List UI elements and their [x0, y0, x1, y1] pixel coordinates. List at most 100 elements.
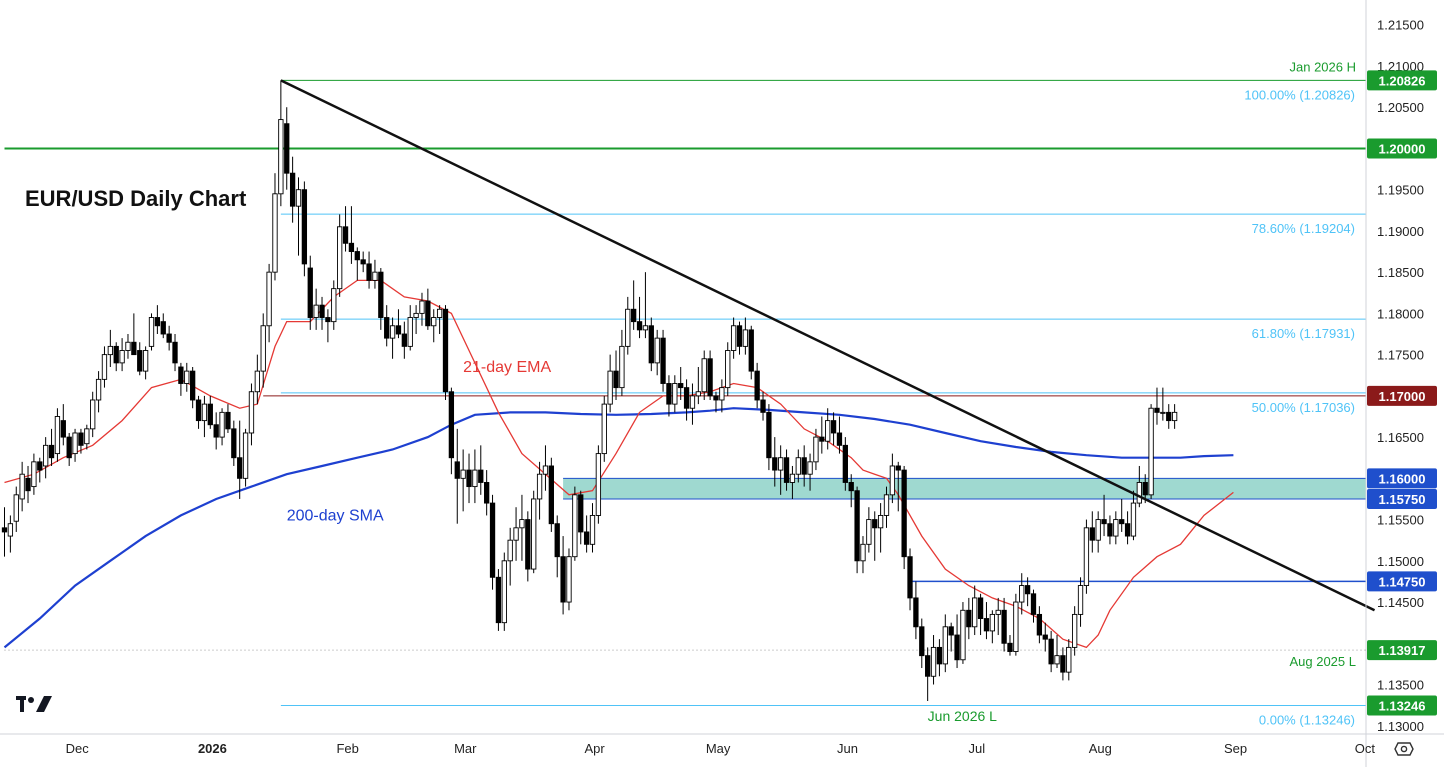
candle — [654, 329, 660, 376]
candle-body — [107, 345, 113, 356]
candle — [407, 305, 413, 351]
candle — [601, 395, 607, 462]
price-tag-bg — [1367, 138, 1437, 159]
candle-body — [119, 350, 125, 364]
candle-body — [972, 597, 978, 628]
price-tag-label: 1.14750 — [1379, 574, 1426, 589]
candle — [713, 391, 719, 413]
candle-body — [278, 119, 284, 195]
candle — [613, 350, 619, 400]
candle — [1101, 494, 1107, 537]
candle — [1113, 511, 1119, 545]
candle — [60, 404, 66, 446]
candle-body — [766, 411, 772, 459]
candle-body — [460, 469, 466, 479]
candle — [972, 585, 978, 636]
candle — [254, 354, 260, 405]
candle — [178, 362, 184, 396]
candle-body — [325, 317, 331, 323]
candle-body — [825, 420, 831, 442]
candle — [360, 251, 366, 273]
candle — [742, 317, 749, 355]
candle — [783, 449, 790, 491]
axis-settings-gear-icon[interactable] — [1394, 742, 1414, 756]
candle-body — [948, 626, 954, 636]
candle-body — [772, 457, 778, 471]
candle-body — [695, 391, 701, 397]
candle — [642, 272, 649, 339]
fib-label: 50.00% (1.17036) — [1252, 400, 1355, 415]
price-tag-bg — [1367, 488, 1437, 509]
candle — [19, 461, 25, 512]
candle-body — [801, 457, 807, 475]
candle — [701, 350, 707, 400]
candle — [495, 569, 502, 631]
candle-body — [719, 387, 725, 401]
candle — [72, 428, 78, 462]
candle-body — [583, 531, 590, 545]
candle — [754, 362, 760, 409]
trendline — [280, 79, 1376, 612]
candle-body — [284, 123, 290, 174]
candle — [930, 635, 937, 685]
candle-body — [1060, 655, 1066, 673]
candle — [1089, 511, 1095, 553]
candle — [1107, 515, 1113, 545]
candle — [460, 449, 466, 512]
candle — [1007, 635, 1013, 656]
candle-body — [919, 626, 925, 657]
candle — [401, 321, 407, 359]
candle — [25, 465, 31, 504]
candle — [442, 305, 449, 400]
candle-body — [725, 350, 731, 389]
candle — [536, 461, 543, 520]
candle-body — [331, 288, 337, 323]
candle-body — [848, 482, 854, 492]
candle-body — [489, 502, 496, 578]
price-tag-label: 1.16000 — [1379, 471, 1426, 486]
candle — [1148, 404, 1154, 499]
candle-body — [1024, 585, 1031, 595]
candle — [7, 515, 14, 553]
candle-body — [1066, 646, 1072, 673]
candle — [1130, 490, 1137, 541]
candle-body — [813, 436, 819, 463]
candle-body — [154, 317, 161, 327]
candle-body — [66, 436, 72, 459]
candle-body — [872, 519, 878, 529]
candle-body — [260, 325, 266, 372]
candle — [825, 408, 831, 450]
candle — [207, 395, 213, 429]
candle — [954, 614, 960, 669]
x-tick-label: 2026 — [198, 741, 227, 756]
price-tag-bg — [1367, 640, 1437, 661]
candle — [472, 449, 478, 504]
candle-body — [836, 432, 843, 446]
candle-body — [819, 436, 825, 442]
candle — [278, 80, 284, 207]
candle — [1048, 630, 1054, 673]
candle — [307, 255, 313, 330]
candle-body — [595, 453, 602, 516]
candle-body — [860, 543, 866, 562]
candle-body — [1154, 407, 1160, 413]
candle — [936, 639, 943, 677]
candle-body — [1083, 527, 1090, 587]
candle-body — [883, 494, 890, 516]
candles-layer — [1, 80, 1178, 702]
candle — [37, 457, 43, 483]
candle-body — [90, 399, 96, 430]
support-zone-layer — [563, 478, 1366, 499]
candle — [848, 474, 854, 508]
candle — [607, 354, 613, 413]
candle-body — [295, 189, 302, 207]
candle-body — [448, 391, 455, 459]
candle — [836, 416, 843, 454]
annotation-label: Jun 2026 L — [928, 708, 997, 724]
candle — [895, 461, 901, 512]
candle-body — [842, 444, 848, 483]
candle — [1030, 589, 1037, 623]
candle — [1024, 577, 1031, 607]
candle — [231, 420, 237, 466]
candle-body — [254, 370, 260, 393]
